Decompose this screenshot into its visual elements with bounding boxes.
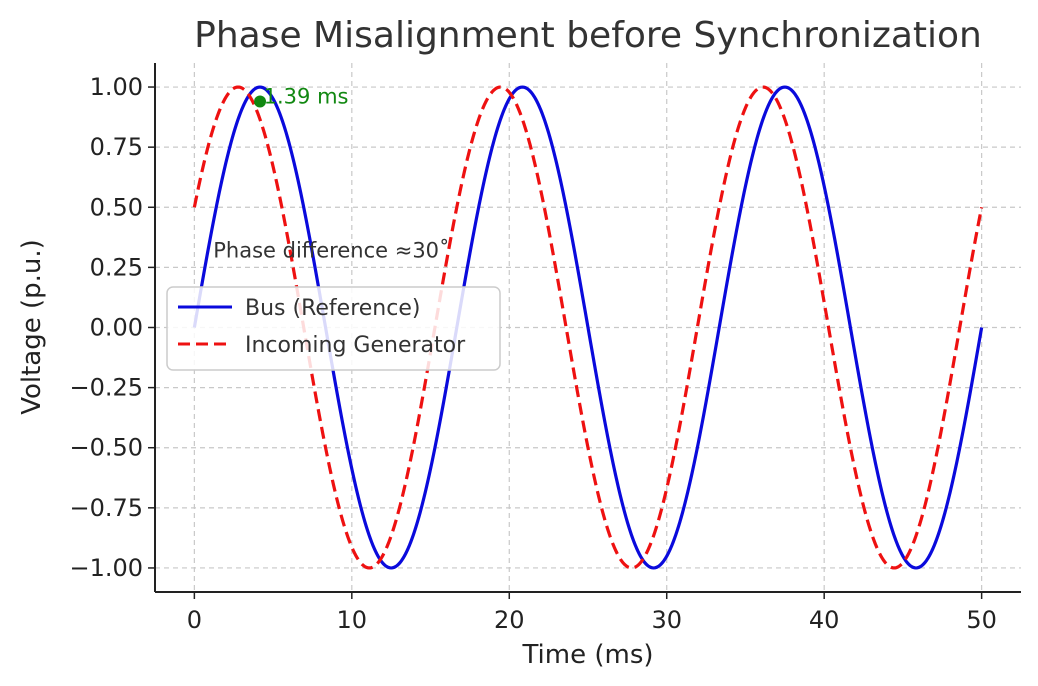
y-tick-label: 0.00 <box>90 314 143 342</box>
y-tick-label: −1.00 <box>69 554 143 582</box>
x-tick-label: 40 <box>809 606 840 634</box>
y-tick-label: −0.50 <box>69 434 143 462</box>
x-tick-label: 20 <box>494 606 525 634</box>
annotation-marker <box>254 95 267 108</box>
legend-box <box>166 286 501 371</box>
y-tick-label: −0.75 <box>69 494 143 522</box>
series-line-generator <box>192 85 984 570</box>
x-tick-label: 10 <box>337 606 368 634</box>
y-tick-label: 0.75 <box>90 133 143 161</box>
x-tick-label: 30 <box>651 606 682 634</box>
y-tick-label: 0.50 <box>90 193 143 221</box>
x-tick-label: 50 <box>966 606 997 634</box>
phase-difference-annotation: Phase difference ≈30˚ <box>213 239 449 263</box>
y-tick-label: 0.25 <box>90 253 143 281</box>
y-axis-label: Voltage (p.u.) <box>17 239 47 415</box>
legend: Bus (Reference) Incoming Generator <box>166 286 501 371</box>
x-tick-label: 0 <box>187 606 202 634</box>
axes <box>148 63 1021 599</box>
legend-label-generator: Incoming Generator <box>245 333 466 358</box>
grid-lines <box>155 63 1021 592</box>
time-shift-annotation: 1.39 ms <box>264 85 349 109</box>
legend-label-bus: Bus (Reference) <box>245 296 420 321</box>
annotations: Phase difference ≈30˚ 1.39 ms <box>213 85 449 263</box>
y-tick-label: −0.25 <box>69 374 143 402</box>
tick-labels: 0 10 20 30 40 50 1.00 0.75 0.50 0.25 0.00 −0.25 −0.5… <box>69 73 996 634</box>
chart-title: Phase Misalignment before Synchronizatio… <box>194 15 982 56</box>
x-axis-label: Time (ms) <box>521 640 653 670</box>
y-tick-label: 1.00 <box>90 73 143 101</box>
